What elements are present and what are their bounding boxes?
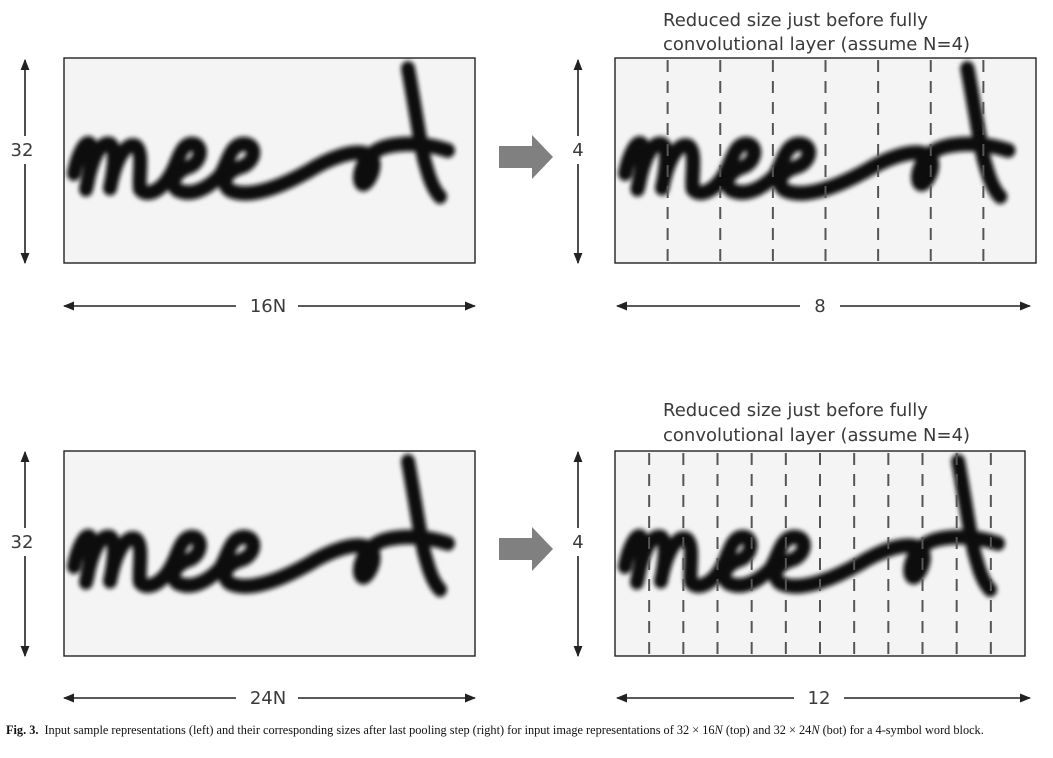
caption-text-1: Input sample representations (left) and … [44, 723, 715, 737]
reduced-width-label: 8 [814, 296, 825, 317]
caption-text-4: N [811, 723, 820, 737]
figure-diagram: 32 16N Reduced size just before fully co… [6, 10, 1037, 711]
transform-arrow-icon [499, 527, 553, 571]
width-label: 16N [250, 296, 286, 317]
reduced-width-label: 12 [808, 688, 831, 709]
input-word-image [63, 57, 476, 264]
width-label: 24N [250, 688, 286, 709]
figure-caption: Fig. 3. Input sample representations (lef… [6, 722, 1050, 738]
caption-label: Fig. 3. [6, 723, 39, 737]
reduced-height-label: 4 [572, 532, 583, 553]
reduced-title-line2: convolutional layer (assume N=4) [663, 425, 970, 446]
reduced-title-line1: Reduced size just before fully [663, 400, 928, 421]
caption-text-2: N [714, 723, 723, 737]
reduced-title-line2: convolutional layer (assume N=4) [663, 34, 970, 55]
panel-top: 32 16N Reduced size just before fully co… [6, 10, 1037, 319]
height-label: 32 [11, 532, 34, 553]
panel-bottom: 32 24N Reduced size just before fully co… [6, 400, 1032, 711]
reduced-word-image [614, 57, 1037, 264]
caption-text-3: (top) and 32 × 24 [722, 723, 812, 737]
input-word-image [63, 450, 476, 657]
transform-arrow-icon [499, 135, 553, 179]
caption-text-5: (bot) for a 4-symbol word block. [819, 723, 984, 737]
reduced-height-label: 4 [572, 140, 583, 161]
reduced-title-line1: Reduced size just before fully [663, 10, 928, 31]
reduced-word-image [614, 450, 1026, 657]
height-label: 32 [11, 140, 34, 161]
